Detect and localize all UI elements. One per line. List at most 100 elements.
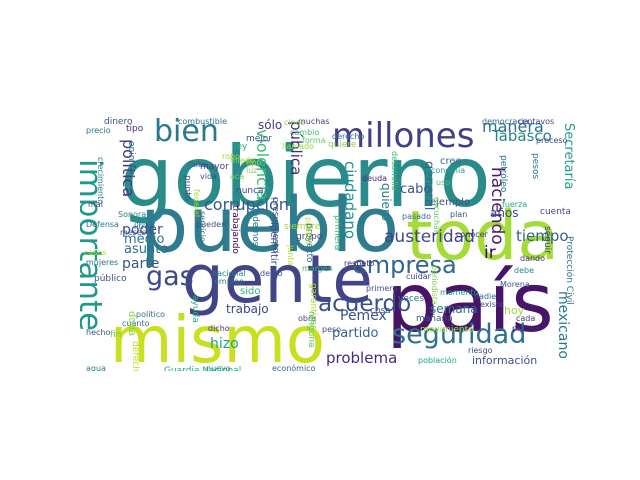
word-grupo: grupo bbox=[296, 232, 323, 242]
word-prensa: prensa bbox=[512, 324, 540, 333]
word-tiempo: tiempo bbox=[516, 227, 569, 245]
word-garantizar: garantizar bbox=[308, 283, 318, 330]
word-importante: importante bbox=[80, 159, 108, 332]
word-cabo: cabo bbox=[400, 182, 432, 197]
word-cada: cada bbox=[516, 314, 536, 323]
word-politica: política bbox=[119, 139, 138, 198]
word-luz: luz bbox=[246, 166, 258, 175]
word-sido: sido bbox=[240, 286, 261, 297]
word-publica: pública bbox=[287, 121, 305, 176]
word-ejemplo: ejemplo bbox=[430, 197, 471, 208]
word-muchas: muchas bbox=[298, 117, 330, 126]
word-punto: punto bbox=[182, 175, 192, 202]
word-meses: meses bbox=[120, 228, 146, 237]
word-parte: parte bbox=[122, 256, 160, 272]
word-escuchar: escuchar bbox=[432, 197, 441, 234]
word-movimiento: movimiento bbox=[420, 325, 474, 335]
word-manera: manera bbox=[482, 117, 544, 136]
word-sonora: Sonora bbox=[118, 210, 147, 219]
word-duda: duda bbox=[126, 311, 137, 337]
word-ir: ir bbox=[484, 243, 496, 263]
word-empresa: empresa bbox=[352, 251, 457, 279]
word-pais: país bbox=[386, 256, 554, 351]
word-mexicano: mexicano bbox=[555, 291, 571, 359]
word-forma: forma bbox=[302, 136, 326, 145]
word-informacion: información bbox=[472, 354, 538, 367]
word-gobierno: gobierno bbox=[120, 128, 491, 226]
word-seguridad: seguridad bbox=[392, 319, 527, 350]
word-economico: económico bbox=[272, 364, 316, 372]
word-fin: fin bbox=[110, 330, 122, 340]
word-cuidar: cuidar bbox=[406, 272, 431, 281]
word-toda: toda bbox=[406, 197, 560, 276]
word-casos: casos bbox=[84, 248, 107, 257]
word-tipo: tipo bbox=[126, 124, 144, 134]
word-derecho: derecho bbox=[332, 132, 365, 141]
word-cosa: cosa bbox=[370, 306, 391, 316]
word-medio: medio bbox=[124, 232, 165, 247]
word-federal: federal bbox=[192, 189, 201, 218]
word-nacional: nacional bbox=[212, 269, 246, 278]
word-pesos: pesos bbox=[530, 153, 540, 180]
word-defensa: Defensa bbox=[86, 220, 119, 229]
word-junta: junta bbox=[286, 245, 295, 266]
word-solo: sólo bbox=[258, 118, 283, 132]
word-cinco: cinco bbox=[284, 118, 305, 127]
word-mismo: mismo bbox=[110, 304, 325, 371]
word-peso: peso bbox=[322, 325, 342, 334]
word-hizo: hizo bbox=[210, 336, 239, 352]
word-nadie: nadie bbox=[474, 292, 497, 301]
word-guardia-nacional: Guardia Nacional bbox=[164, 366, 242, 372]
word-primera: primera bbox=[332, 215, 342, 251]
word-ayuda: ayuda bbox=[190, 295, 200, 323]
word-corrupcion: corrupción bbox=[204, 195, 289, 214]
word-publico: público bbox=[94, 274, 127, 284]
word-siempre: siempre bbox=[284, 222, 321, 232]
word-cambio: cambio bbox=[290, 128, 320, 137]
word-empleo: empleo bbox=[214, 277, 244, 286]
word-ley: ley bbox=[234, 142, 248, 152]
word-cuanto: cuánto bbox=[122, 319, 150, 328]
word-politico: político bbox=[136, 310, 166, 319]
word-creo: creo bbox=[440, 156, 462, 167]
word-litro: litro bbox=[134, 222, 150, 231]
word-partido: partido bbox=[332, 326, 379, 341]
word-petroleo: petróleo bbox=[498, 155, 508, 193]
word-opinion: opinión bbox=[126, 141, 136, 175]
word-falta: falta bbox=[188, 160, 206, 169]
word-gente: gente bbox=[182, 241, 373, 318]
word-aca: acá bbox=[230, 172, 245, 181]
word-agua: agua bbox=[86, 364, 106, 372]
word-pueblo: pueblo bbox=[304, 217, 313, 245]
word-quiere: quiere bbox=[328, 140, 357, 150]
word-periodista: periodista bbox=[430, 265, 439, 305]
word-pueden: pueden bbox=[196, 220, 227, 229]
word-asunto: asunto bbox=[124, 242, 169, 257]
word-primero: primero bbox=[366, 284, 398, 293]
word-uso: uso bbox=[436, 178, 451, 187]
word-problema: problema bbox=[326, 349, 398, 367]
word-violencia: violencia bbox=[253, 129, 272, 201]
word-fuerza: fuerza bbox=[502, 200, 528, 209]
word-hecho: hecho bbox=[86, 328, 111, 337]
word-precio: precio bbox=[86, 126, 111, 135]
word-dinero: dinero bbox=[104, 117, 133, 127]
word-permitir: permitir bbox=[268, 225, 279, 265]
word-manana: mañana bbox=[416, 314, 453, 324]
word-robo: robo bbox=[222, 152, 240, 161]
word-riesgo: riesgo bbox=[468, 346, 493, 355]
word-hoy: hoy bbox=[504, 304, 525, 317]
word-combustible: combustible bbox=[178, 117, 227, 126]
word-dicho: dicho bbox=[208, 324, 230, 333]
word-general: general bbox=[421, 161, 436, 211]
word-ciudadano: ciudadano bbox=[341, 161, 359, 240]
word-deuda: deuda bbox=[362, 174, 388, 183]
word-vida: vida bbox=[200, 172, 217, 181]
word-centavos: centavos bbox=[518, 117, 555, 126]
word-nunca: nunca bbox=[236, 186, 264, 196]
word-crecimiento: crecimiento bbox=[96, 157, 105, 205]
word-poder: poder bbox=[122, 222, 163, 238]
word-tabasco: Tabasco bbox=[492, 127, 552, 145]
word-austeridad: austeridad bbox=[384, 227, 475, 247]
